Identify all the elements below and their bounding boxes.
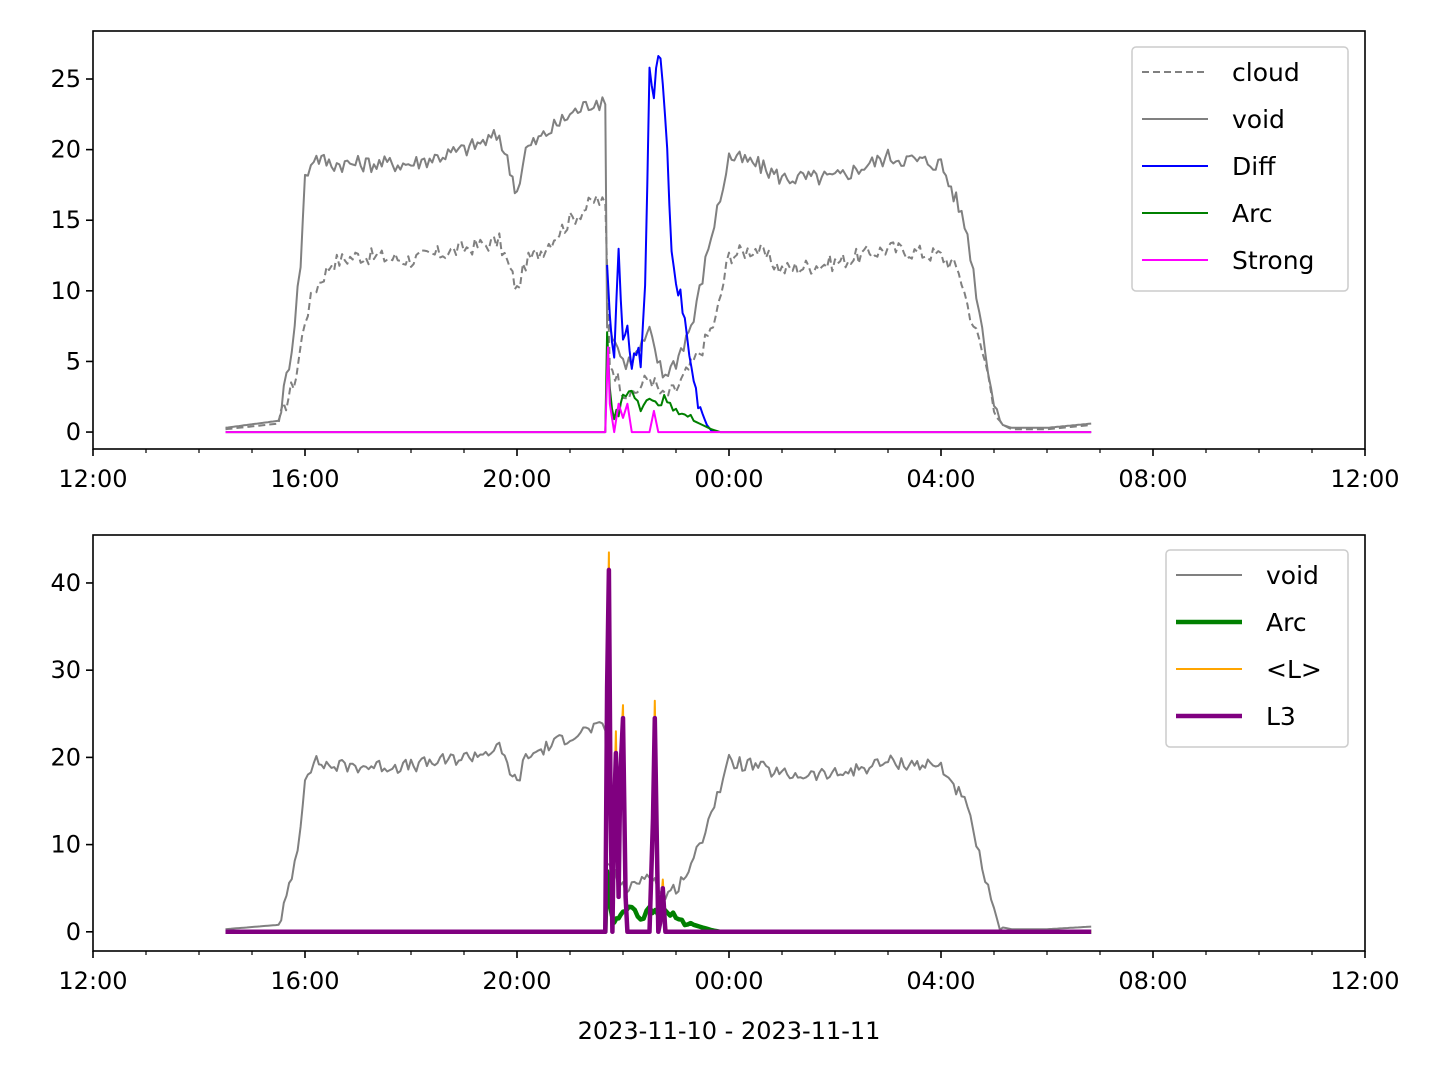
top-chart-legend-label-void: void — [1232, 105, 1285, 134]
bottom-chart-y-tick-label: 10 — [50, 831, 81, 859]
bottom-chart-legend-label-l: <L> — [1266, 655, 1322, 684]
top-chart-y-tick-label: 20 — [50, 136, 81, 164]
bottom-chart-x-tick-label: 20:00 — [482, 967, 551, 995]
bottom-chart: 0 10 20 30 40 12:00 16:00 20:00 00:00 04:00 08:00… — [50, 534, 1400, 995]
top-chart-x-tick-label: 04:00 — [906, 465, 975, 493]
bottom-chart-series-layer — [225, 551, 1092, 935]
top-chart-series-arc-line — [225, 331, 1092, 434]
bottom-chart-y-tick-label: 0 — [66, 918, 81, 946]
top-chart-y-tick-label: 15 — [50, 206, 81, 234]
top-chart-legend-label-strong: Strong — [1232, 246, 1314, 275]
bottom-chart-x-axis: 12:00 16:00 20:00 00:00 04:00 08:00 12:00 — [58, 951, 1400, 995]
top-chart-legend-label-diff: Diff — [1232, 152, 1276, 181]
bottom-chart-series-void-line — [225, 721, 1092, 931]
bottom-chart-y-tick-label: 30 — [50, 656, 81, 684]
top-chart-x-tick-label: 12:00 — [58, 465, 127, 493]
top-chart-y-tick-label: 10 — [50, 277, 81, 305]
bottom-chart-x-tick-label: 08:00 — [1118, 967, 1187, 995]
top-chart-x-tick-label: 20:00 — [482, 465, 551, 493]
top-chart-legend-box — [1131, 46, 1349, 292]
top-chart-legend: cloud void Diff Arc Strong — [1131, 46, 1349, 292]
bottom-chart-y-tick-label: 40 — [50, 569, 81, 597]
bottom-chart-legend-box — [1165, 549, 1349, 748]
top-chart-x-tick-label: 16:00 — [270, 465, 339, 493]
bottom-chart-x-tick-label: 04:00 — [906, 967, 975, 995]
bottom-chart-x-tick-label: 12:00 — [58, 967, 127, 995]
top-chart-y-tick-label: 25 — [50, 65, 81, 93]
top-chart-x-tick-label: 12:00 — [1330, 465, 1399, 493]
bottom-chart-x-tick-label: 12:00 — [1330, 967, 1399, 995]
top-chart-series-diff-line — [606, 55, 717, 434]
bottom-chart-y-axis: 0 10 20 30 40 — [50, 569, 93, 946]
top-chart-y-axis: 0 5 10 15 20 25 — [50, 65, 93, 446]
top-chart-legend-label-cloud: cloud — [1232, 58, 1300, 87]
top-chart-y-tick-label: 0 — [66, 418, 81, 446]
top-chart-series-void-line — [225, 96, 1092, 429]
bottom-chart-x-tick-label: 16:00 — [270, 967, 339, 995]
top-chart-y-tick-label: 5 — [66, 347, 81, 375]
bottom-chart-series-l3-line — [225, 567, 1092, 935]
top-chart-legend-label-arc: Arc — [1232, 199, 1273, 228]
top-chart-x-tick-label: 00:00 — [694, 465, 763, 493]
top-chart-x-axis: 12:00 16:00 20:00 00:00 04:00 08:00 12:00 — [58, 449, 1400, 493]
top-chart-series-cloud-line — [225, 194, 1092, 431]
top-chart-series-layer — [225, 55, 1092, 434]
top-chart-x-tick-label: 08:00 — [1118, 465, 1187, 493]
bottom-chart-y-tick-label: 20 — [50, 743, 81, 771]
bottom-chart-legend-label-l3: L3 — [1266, 702, 1296, 731]
top-chart: 0 5 10 15 20 25 12:00 16:00 20:00 00:00 04:00 08:0… — [50, 30, 1400, 493]
bottom-chart-legend-label-arc: Arc — [1266, 608, 1307, 637]
bottom-chart-legend: void Arc <L> L3 — [1165, 549, 1349, 748]
x-axis-title: 2023-11-10 - 2023-11-11 — [578, 1017, 881, 1045]
bottom-chart-x-tick-label: 00:00 — [694, 967, 763, 995]
top-chart-series-strong-line — [225, 346, 1092, 434]
bottom-chart-legend-label-void: void — [1266, 561, 1319, 590]
